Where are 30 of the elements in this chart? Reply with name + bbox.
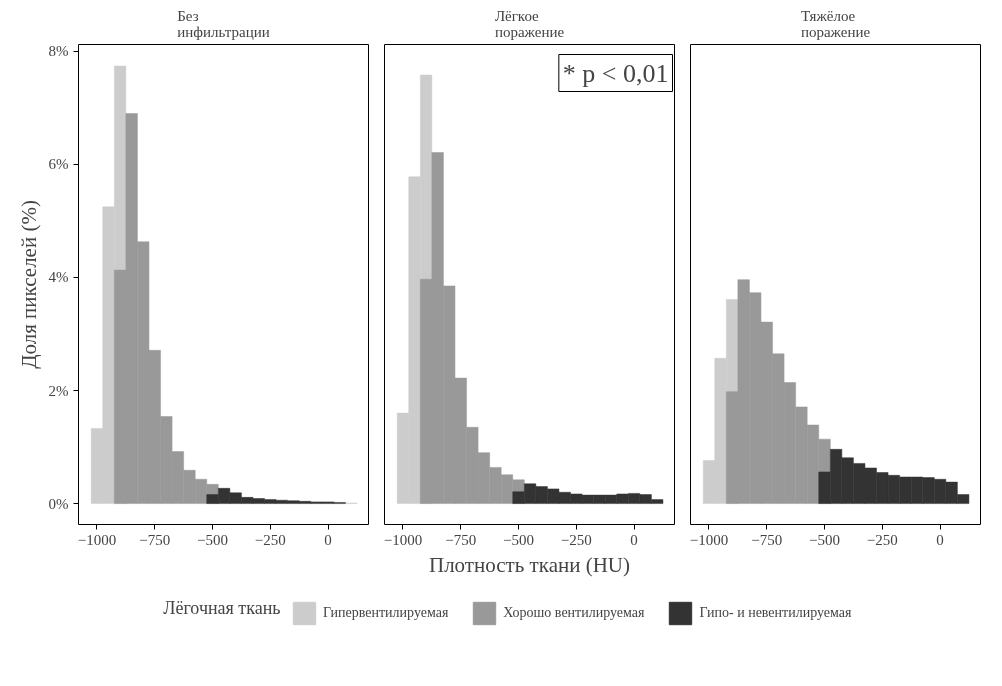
legend-label: Гипервентилируемая xyxy=(323,605,449,621)
x-tick-label: −250 xyxy=(560,531,592,548)
x-axis-title: Плотность ткани (HU) xyxy=(428,552,631,577)
x-tick-label: −250 xyxy=(254,531,286,548)
x-tick-label: −1000 xyxy=(383,531,423,548)
y-tick-label: 8% xyxy=(48,43,69,60)
x-tick-label: −500 xyxy=(809,531,841,548)
annotation: * p < 0,01 xyxy=(562,58,669,88)
legend-label: Хорошо вентилируемая xyxy=(503,605,645,621)
x-tick-label: 0 xyxy=(630,531,638,548)
chart-title: Без инфильтрации xyxy=(177,7,270,40)
x-tick-label: −250 xyxy=(866,531,898,548)
y-tick-label: 2% xyxy=(48,382,69,399)
x-tick-label: 0 xyxy=(936,531,944,548)
legend-label: Гипо- и невентилируемая xyxy=(699,605,852,621)
x-tick-label: −500 xyxy=(197,531,229,548)
x-tick-label: −1000 xyxy=(77,531,117,548)
y-tick-label: 0% xyxy=(48,495,69,512)
chart-title: Тяжёлое поражение xyxy=(800,7,871,40)
x-tick-label: −750 xyxy=(751,531,783,548)
x-tick-label: −500 xyxy=(503,531,535,548)
chart-title: Лёгкое поражение xyxy=(494,7,565,40)
x-tick-label: 0 xyxy=(324,531,332,548)
y-axis-title: Доля пикселей (%) xyxy=(16,200,41,369)
legend-title: Лёгочная ткань xyxy=(163,597,281,618)
y-tick-label: 6% xyxy=(48,156,69,173)
y-tick-label: 4% xyxy=(48,269,69,286)
x-tick-label: −750 xyxy=(445,531,477,548)
x-tick-label: −750 xyxy=(139,531,171,548)
x-tick-label: −1000 xyxy=(689,531,729,548)
